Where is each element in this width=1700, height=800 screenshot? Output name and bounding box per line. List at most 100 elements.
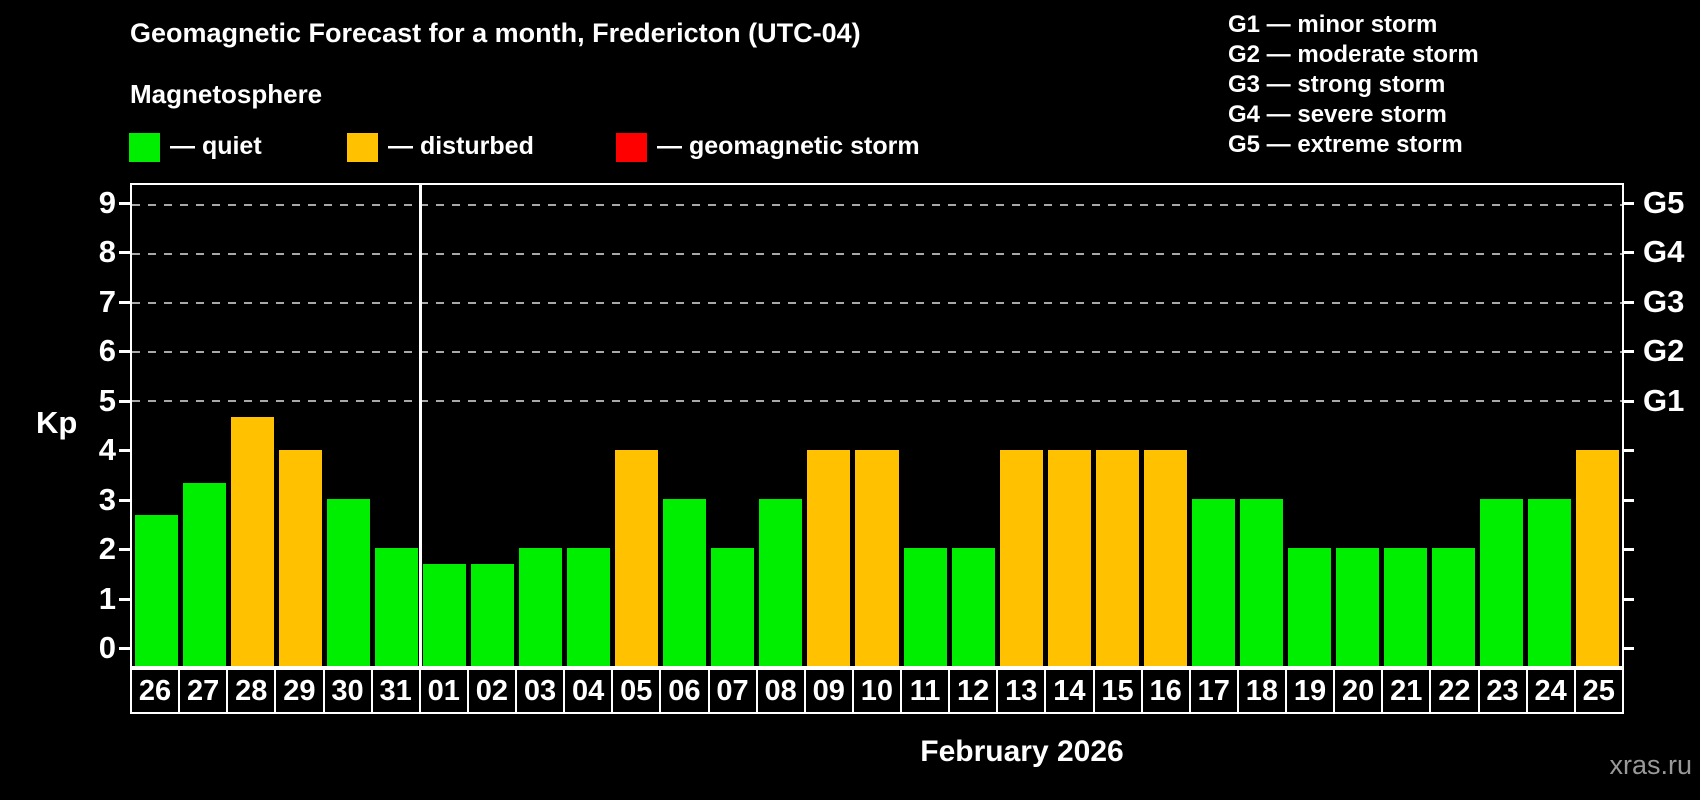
legend-label-quiet: — quiet: [170, 132, 262, 160]
kp-bar-13: [999, 450, 1043, 666]
day-label-10: 10: [851, 668, 902, 714]
day-label-15: 15: [1092, 668, 1143, 714]
kp-bar-16: [1143, 450, 1187, 666]
left-tick-2: [119, 548, 130, 552]
g-scale-label-g1: G1: [1643, 382, 1685, 418]
right-tick-9: [1623, 201, 1634, 205]
day-label-11: 11: [900, 668, 951, 714]
left-tick-4: [119, 449, 130, 453]
page-title: Geomagnetic Forecast for a month, Freder…: [130, 18, 861, 48]
kp-bar-29: [278, 450, 322, 666]
right-tick-0: [1623, 647, 1634, 651]
y-axis-tick-label-4: 4: [98, 432, 116, 468]
legend-swatch-storm: [616, 133, 647, 162]
kp-bar-21: [1384, 548, 1428, 666]
right-tick-1: [1623, 597, 1634, 601]
day-label-25: 25: [1573, 668, 1624, 714]
y-axis-tick-label-0: 0: [98, 630, 116, 666]
kp-bar-04: [567, 548, 611, 666]
gridline-g2: [132, 350, 1622, 353]
right-tick-2: [1623, 548, 1634, 552]
kp-bar-24: [1528, 499, 1572, 666]
left-tick-9: [119, 201, 130, 205]
kp-bar-18: [1239, 499, 1284, 666]
day-label-19: 19: [1285, 668, 1336, 714]
day-label-02: 02: [466, 668, 517, 714]
left-tick-0: [119, 647, 130, 651]
kp-bar-27: [182, 482, 226, 666]
y-axis-tick-label-1: 1: [98, 580, 116, 616]
kp-bar-08: [759, 499, 803, 666]
day-label-16: 16: [1140, 668, 1191, 714]
kp-bar-23: [1480, 499, 1524, 666]
day-label-13: 13: [996, 668, 1047, 714]
gridline-g3: [132, 301, 1622, 304]
month-separator-line: [418, 185, 422, 666]
day-label-27: 27: [178, 668, 229, 714]
day-label-03: 03: [515, 668, 566, 714]
kp-bar-10: [855, 450, 899, 666]
x-axis-month-label: February 2026: [920, 735, 1124, 768]
legend-swatch-disturbed: [347, 133, 378, 162]
gridline-g4: [132, 252, 1622, 255]
right-tick-4: [1623, 449, 1634, 453]
left-tick-8: [119, 251, 130, 255]
g-legend-line-g5: G5 — extreme storm: [1228, 131, 1463, 158]
left-tick-7: [119, 300, 130, 304]
day-label-08: 08: [755, 668, 806, 714]
day-label-23: 23: [1477, 668, 1528, 714]
day-label-05: 05: [611, 668, 662, 714]
left-tick-1: [119, 597, 130, 601]
kp-bar-22: [1432, 548, 1476, 666]
kp-bar-31: [374, 548, 418, 666]
left-tick-3: [119, 498, 130, 502]
legend-label-disturbed: — disturbed: [388, 132, 534, 160]
day-label-20: 20: [1333, 668, 1384, 714]
day-label-28: 28: [226, 668, 277, 714]
kp-bar-11: [903, 548, 947, 666]
kp-bar-25: [1576, 450, 1620, 666]
kp-bar-17: [1191, 499, 1235, 666]
g-scale-label-g2: G2: [1643, 333, 1685, 369]
kp-bar-09: [807, 450, 851, 666]
g-scale-label-g5: G5: [1643, 184, 1685, 220]
chart-subtitle: Magnetosphere: [130, 79, 323, 109]
kp-bar-12: [951, 548, 995, 666]
day-label-01: 01: [418, 668, 469, 714]
g-scale-label-g3: G3: [1643, 283, 1685, 319]
day-label-30: 30: [322, 668, 373, 714]
kp-bar-07: [711, 548, 755, 666]
kp-bar-01: [422, 564, 466, 666]
watermark: xras.ru: [1609, 750, 1692, 780]
day-label-26: 26: [130, 668, 181, 714]
kp-bar-03: [519, 548, 563, 666]
day-label-24: 24: [1525, 668, 1576, 714]
right-tick-6: [1623, 350, 1634, 354]
plot-area: [130, 183, 1624, 668]
day-label-06: 06: [659, 668, 710, 714]
kp-bar-15: [1095, 450, 1139, 666]
g-legend-line-g3: G3 — strong storm: [1228, 71, 1446, 98]
kp-bar-06: [663, 499, 707, 666]
y-axis-tick-label-3: 3: [98, 481, 116, 517]
y-axis-title: Kp: [36, 405, 78, 440]
day-label-12: 12: [948, 668, 999, 714]
day-label-07: 07: [707, 668, 758, 714]
legend-label-storm: — geomagnetic storm: [657, 132, 920, 160]
y-axis-tick-label-9: 9: [98, 184, 116, 220]
right-tick-8: [1623, 251, 1634, 255]
right-tick-3: [1623, 498, 1634, 502]
right-tick-5: [1623, 399, 1634, 403]
left-tick-6: [119, 350, 130, 354]
g-legend-line-g1: G1 — minor storm: [1228, 11, 1438, 38]
gridline-g1: [132, 399, 1622, 402]
left-tick-5: [119, 399, 130, 403]
y-axis-tick-label-8: 8: [98, 234, 116, 270]
day-label-29: 29: [274, 668, 325, 714]
day-label-22: 22: [1429, 668, 1480, 714]
gridline-g5: [132, 203, 1622, 206]
day-label-09: 09: [803, 668, 854, 714]
day-label-18: 18: [1236, 668, 1287, 714]
y-axis-tick-label-6: 6: [98, 333, 116, 369]
